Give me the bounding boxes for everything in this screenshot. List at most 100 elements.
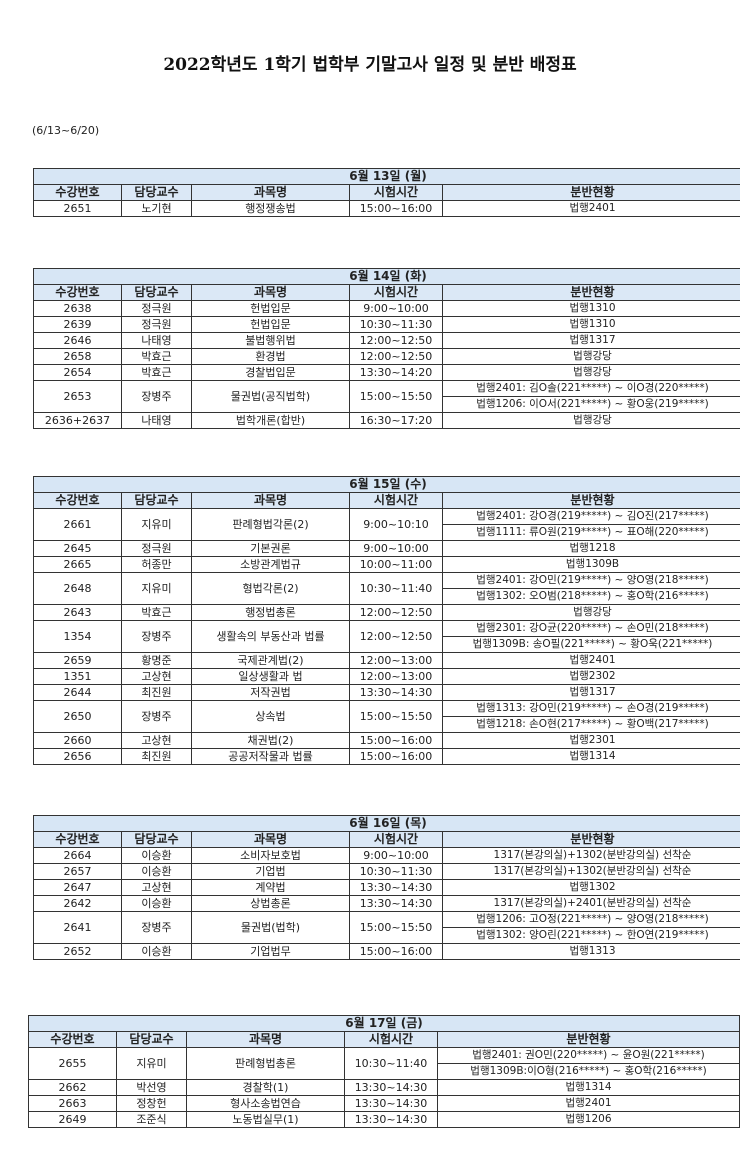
table-row: 2664 이승환 소비자보호법 9:00~10:00 1317(본강의실)+1302(분… <box>33 847 740 864</box>
table-row: 2660 고상현 채권법(2) 15:00~16:00 법행2301 <box>33 732 740 749</box>
room-assignment: 법행강당 <box>442 348 740 365</box>
table-row: 2653 장병주 물권법(공직법학) 15:00~15:50 법행2401: 김O솔(2… <box>33 380 740 413</box>
column-header: 분반현황 <box>442 831 740 848</box>
professor: 나태영 <box>121 332 192 349</box>
exam-time: 15:00~15:50 <box>349 700 443 733</box>
room-assignment: 1317(본강의실)+2401(분반강의실) 선착순 <box>442 895 740 912</box>
professor: 정극원 <box>121 300 192 317</box>
room-assignment: 법행1313 <box>442 943 740 960</box>
day-title: 6월 13일 (월) <box>33 168 740 185</box>
column-header: 과목명 <box>191 492 350 509</box>
course-name: 상속법 <box>191 700 350 733</box>
room-assignment: 법행1218 <box>442 540 740 557</box>
day-title: 6월 17일 (금) <box>28 1015 740 1032</box>
course-name: 계약법 <box>191 879 350 896</box>
room-assignment: 법행1317 <box>442 684 740 701</box>
day-title: 6월 15일 (수) <box>33 476 740 493</box>
professor: 고상현 <box>121 668 192 685</box>
course-id: 2646 <box>33 332 122 349</box>
professor: 이승환 <box>121 943 192 960</box>
professor: 박효근 <box>121 348 192 365</box>
room-assignment: 법행강당 <box>442 604 740 621</box>
column-header: 분반현황 <box>442 284 740 301</box>
day-title: 6월 16일 (목) <box>33 815 740 832</box>
course-name: 헌법입문 <box>191 300 350 317</box>
column-header: 담당교수 <box>121 184 192 201</box>
table-row: 2655 지유미 판례형법총론 10:30~11:40 법행2401: 권O민(220*… <box>28 1047 740 1080</box>
course-name: 물권법(법학) <box>191 911 350 944</box>
exam-time: 16:30~17:20 <box>349 412 443 429</box>
exam-time: 15:00~15:50 <box>349 911 443 944</box>
room-assignment: 법행1314 <box>442 748 740 765</box>
room-assignment: 법행1310 <box>442 316 740 333</box>
exam-time: 12:00~13:00 <box>349 668 443 685</box>
course-name: 공공저작물과 법률 <box>191 748 350 765</box>
course-name: 저작권법 <box>191 684 350 701</box>
exam-time: 10:30~11:30 <box>349 316 443 333</box>
course-name: 소비자보호법 <box>191 847 350 864</box>
table-row: 2649 조준식 노동법실무(1) 13:30~14:30 법행1206 <box>28 1111 740 1128</box>
professor: 이승환 <box>121 847 192 864</box>
day-table: 6월 14일 (화) 수강번호 담당교수 과목명 시험시간 분반현황 2638 정극원 헌법입문… <box>33 268 740 429</box>
day-table: 6월 15일 (수) 수강번호 담당교수 과목명 시험시간 분반현황 2661 지유미 판례형법… <box>33 476 740 765</box>
course-id: 2649 <box>28 1111 117 1128</box>
column-header: 시험시간 <box>349 284 443 301</box>
column-header: 수강번호 <box>33 831 122 848</box>
course-name: 생활속의 부동산과 법률 <box>191 620 350 653</box>
exam-time: 10:00~11:00 <box>349 556 443 573</box>
column-header: 담당교수 <box>121 492 192 509</box>
course-name: 경찰학(1) <box>186 1079 345 1096</box>
room-assignment: 법행1309B: 송O필(221*****) ~ 황O욱(221*****) <box>442 636 740 653</box>
room-assignment: 법행2301 <box>442 732 740 749</box>
exam-time: 15:00~16:00 <box>349 748 443 765</box>
professor: 정극원 <box>121 316 192 333</box>
table-row: 2663 정창헌 형사소송법연습 13:30~14:30 법행2401 <box>28 1095 740 1112</box>
room-assignment: 법행2401: 강O경(219*****) ~ 김O진(217*****) <box>442 508 740 525</box>
course-name: 노동법실무(1) <box>186 1111 345 1128</box>
table-row: 2658 박효근 환경법 12:00~12:50 법행강당 <box>33 348 740 365</box>
course-id: 2642 <box>33 895 122 912</box>
exam-time: 12:00~12:50 <box>349 620 443 653</box>
room-assignment: 법행1314 <box>437 1079 740 1096</box>
course-id: 2638 <box>33 300 122 317</box>
course-name: 채권법(2) <box>191 732 350 749</box>
table-row: 1354 장병주 생활속의 부동산과 법률 12:00~12:50 법행2301: 강O… <box>33 620 740 653</box>
table-row: 2665 허종만 소방관계법규 10:00~11:00 법행1309B <box>33 556 740 573</box>
course-name: 국제관계법(2) <box>191 652 350 669</box>
course-name: 기본권론 <box>191 540 350 557</box>
professor: 정창헌 <box>116 1095 187 1112</box>
professor: 최진원 <box>121 748 192 765</box>
exam-time: 10:30~11:40 <box>349 572 443 605</box>
table-row: 2648 지유미 형법각론(2) 10:30~11:40 법행2401: 강O민(219… <box>33 572 740 605</box>
column-header: 시험시간 <box>349 831 443 848</box>
room-assignment: 1317(본강의실)+1302(분반강의실) 선착순 <box>442 847 740 864</box>
room-assignment: 법행1218: 손O현(217*****) ~ 황O백(217*****) <box>442 716 740 733</box>
table-row: 2652 이승환 기업법무 15:00~16:00 법행1313 <box>33 943 740 960</box>
professor: 나태영 <box>121 412 192 429</box>
room-assignment: 법행2401 <box>442 652 740 669</box>
professor: 장병주 <box>121 620 192 653</box>
room-assignment: 법행1111: 류O원(219*****) ~ 표O해(220*****) <box>442 524 740 541</box>
exam-time: 9:00~10:10 <box>349 508 443 541</box>
day-table: 6월 16일 (목) 수강번호 담당교수 과목명 시험시간 분반현황 2664 이승환 소비자보… <box>33 815 740 960</box>
professor: 지유미 <box>121 572 192 605</box>
table-row: 2642 이승환 상법총론 13:30~14:30 1317(본강의실)+2401(분반… <box>33 895 740 912</box>
exam-time: 13:30~14:20 <box>349 364 443 381</box>
course-name: 불법행위법 <box>191 332 350 349</box>
column-header: 수강번호 <box>28 1031 117 1048</box>
course-id: 2647 <box>33 879 122 896</box>
room-assignment: 법행2401: 강O민(219*****) ~ 양O영(218*****) <box>442 572 740 589</box>
course-name: 환경법 <box>191 348 350 365</box>
professor: 고상현 <box>121 879 192 896</box>
course-name: 경찰법입문 <box>191 364 350 381</box>
column-header: 담당교수 <box>121 284 192 301</box>
course-name: 판례형법각론(2) <box>191 508 350 541</box>
course-name: 법학개론(합반) <box>191 412 350 429</box>
room-assignment: 법행1309B <box>442 556 740 573</box>
table-row: 2641 장병주 물권법(법학) 15:00~15:50 법행1206: 고O정(221… <box>33 911 740 944</box>
course-name: 기업법 <box>191 863 350 880</box>
exam-time: 13:30~14:30 <box>349 895 443 912</box>
exam-time: 13:30~14:30 <box>344 1111 438 1128</box>
course-name: 기업법무 <box>191 943 350 960</box>
course-id: 2662 <box>28 1079 117 1096</box>
